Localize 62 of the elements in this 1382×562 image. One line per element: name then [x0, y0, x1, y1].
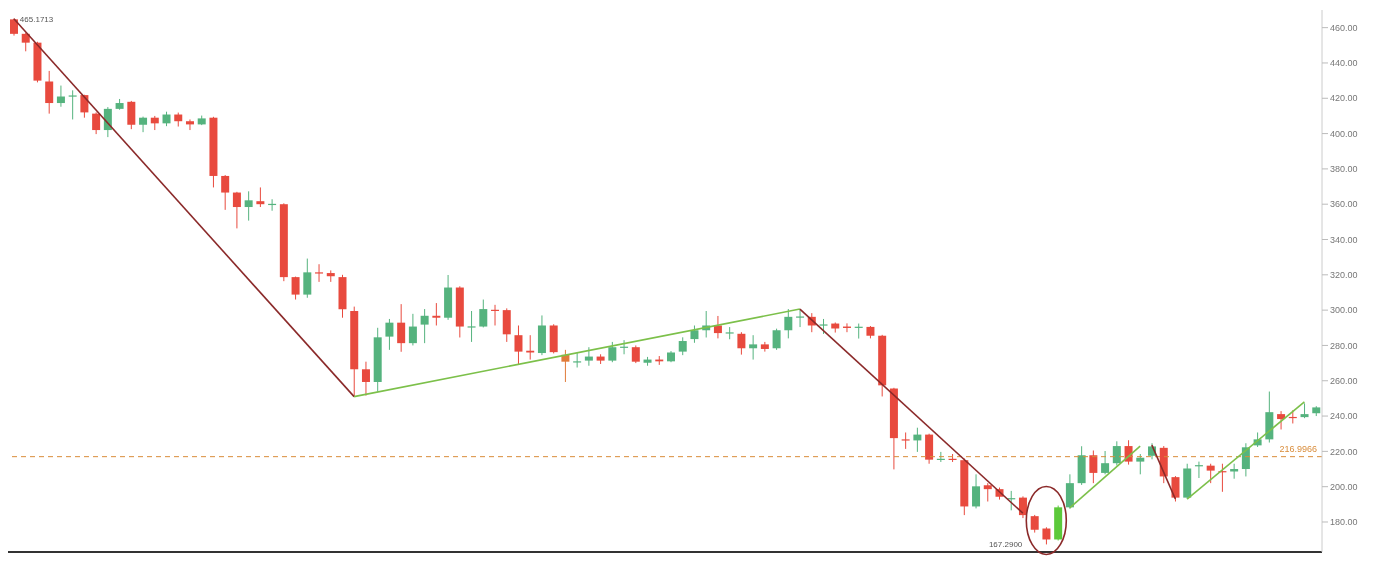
candlestick	[45, 70, 54, 115]
y-tick-label: 240.00	[1330, 411, 1358, 422]
candlestick	[1101, 450, 1110, 475]
candlestick	[526, 334, 535, 361]
candlestick	[796, 308, 805, 328]
candlestick	[514, 324, 523, 366]
annotation: 167.2900	[988, 540, 1023, 550]
candlestick	[737, 331, 746, 356]
candlestick	[983, 482, 992, 503]
y-tick-label: 200.00	[1330, 481, 1358, 492]
candlestick	[385, 318, 394, 351]
candlestick	[584, 346, 593, 367]
candlestick	[56, 85, 65, 108]
y-tick-label: 260.00	[1330, 375, 1358, 386]
annotation: 465.1713	[19, 14, 54, 24]
candlestick	[420, 308, 429, 344]
candlestick	[1171, 475, 1180, 503]
candlestick	[315, 263, 324, 283]
y-tick-label: 220.00	[1330, 446, 1358, 457]
candlestick	[185, 118, 194, 131]
candlestick	[1089, 449, 1098, 484]
candlestick	[972, 473, 981, 509]
y-tick-label: 380.00	[1330, 164, 1358, 175]
candlestick	[772, 328, 781, 351]
candlestick	[232, 191, 241, 229]
candlestick	[749, 334, 758, 361]
y-tick-label: 280.00	[1330, 340, 1358, 351]
candlestick	[467, 310, 476, 343]
candlestick	[139, 116, 148, 133]
candlestick	[573, 352, 582, 369]
y-tick-label: 440.00	[1330, 58, 1358, 69]
y-tick-label: 180.00	[1330, 517, 1358, 528]
candlestick	[901, 431, 910, 450]
y-tick-label: 320.00	[1330, 270, 1358, 281]
candlestick	[244, 190, 253, 222]
y-tick-label: 360.00	[1330, 199, 1358, 210]
candlestick	[303, 258, 312, 299]
y-tick-label: 420.00	[1330, 93, 1358, 104]
candlestick	[397, 303, 406, 353]
candlestick	[1136, 453, 1145, 475]
candlestick	[361, 361, 370, 397]
candlestick	[760, 341, 769, 353]
candlestick	[713, 315, 722, 339]
candlestick	[432, 302, 441, 326]
ref-line-label: 216.9966	[1279, 443, 1317, 454]
candlestick	[479, 299, 488, 328]
candlestick	[21, 32, 30, 52]
candlestick	[1206, 463, 1215, 484]
candlestick	[221, 174, 230, 211]
candlestick	[1112, 440, 1121, 466]
candlestick	[608, 341, 617, 363]
candlestick	[68, 89, 77, 120]
candlestick	[1277, 410, 1286, 430]
candlestick	[256, 186, 265, 208]
y-tick-label: 400.00	[1330, 128, 1358, 139]
candlestick	[408, 313, 417, 346]
y-tick-label: 300.00	[1330, 305, 1358, 316]
candlestick	[92, 111, 101, 135]
candlestick	[784, 308, 793, 339]
y-tick-label: 340.00	[1330, 234, 1358, 245]
y-tick-label: 460.00	[1330, 22, 1358, 33]
candlestick	[127, 100, 136, 130]
